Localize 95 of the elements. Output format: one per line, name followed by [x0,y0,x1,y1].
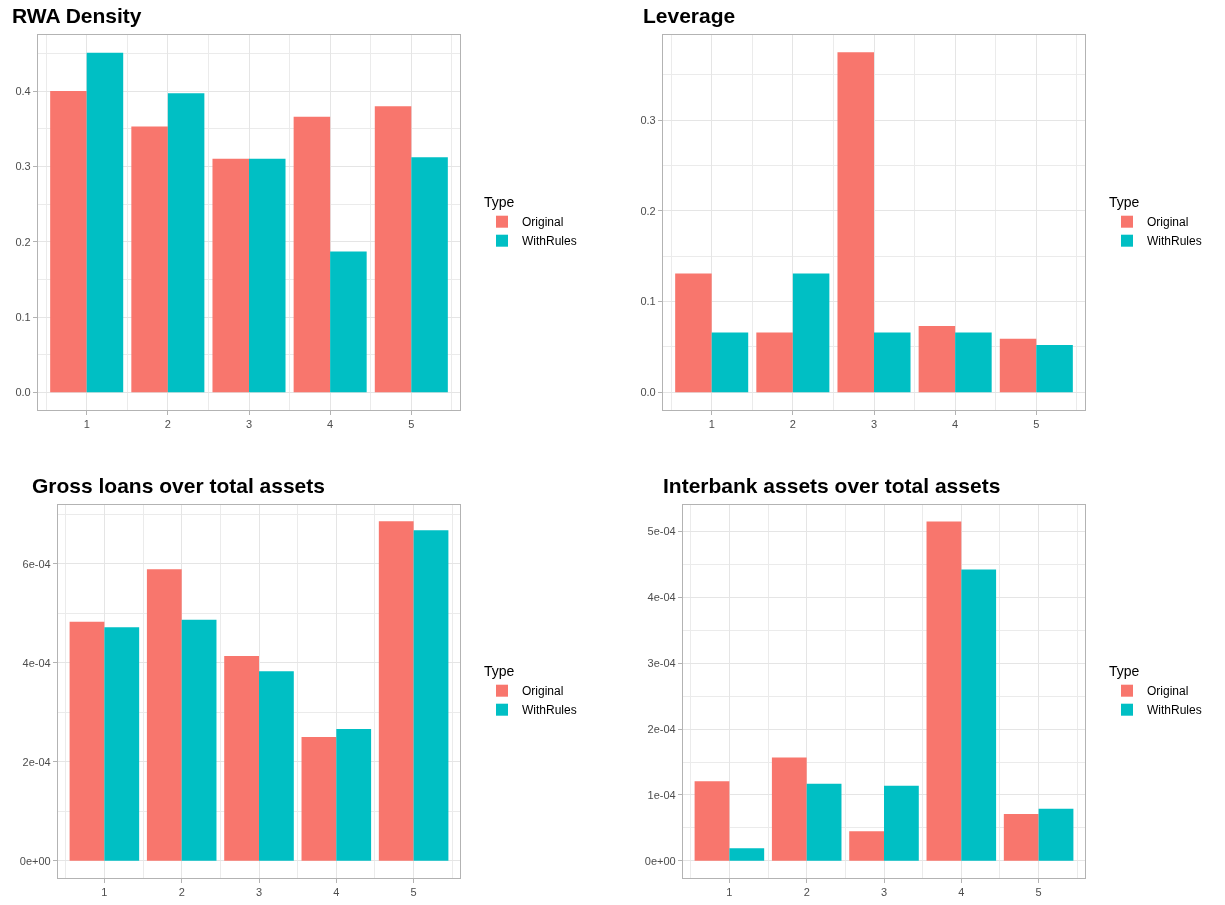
bar [955,332,992,393]
bar [1003,814,1039,861]
y-tick-label: 0.0 [15,386,31,399]
legend-title: Type [1109,194,1140,211]
bar [301,737,337,861]
y-tick-label: 6e-04 [22,557,51,570]
x-tick-label: 4 [333,886,340,899]
bar [918,326,956,393]
bar [413,530,449,861]
y-tick-label: 0.1 [640,295,656,308]
y-tick-label: 0.3 [15,160,31,173]
bar [675,273,712,393]
legend-label: WithRules [1147,234,1202,249]
bar [69,621,105,861]
y-tick-label: 0.4 [15,84,31,97]
y-tick-label: 0.1 [15,310,31,323]
bar [756,332,793,393]
bar [711,332,749,393]
bar [212,158,249,393]
bar [884,785,919,861]
y-tick-label: 0e+00 [19,854,51,867]
x-tick-label: 2 [803,886,810,899]
bar [330,251,367,393]
bar [1038,808,1074,861]
bar [771,757,807,861]
legend-label: WithRules [522,234,577,249]
x-tick-label: 4 [327,418,334,431]
x-tick-label: 5 [410,886,417,899]
chart-title: Leverage [643,4,736,27]
x-tick-label: 5 [1035,886,1042,899]
bar [50,91,87,393]
bar [104,627,140,861]
y-tick-label: 1e-04 [647,788,676,801]
y-tick-label: 5e-04 [647,525,676,538]
y-tick-label: 0.2 [15,235,31,248]
x-tick-label: 3 [255,886,263,899]
bar [224,655,259,861]
bar [806,783,842,861]
bar [961,569,997,861]
legend-label: Original [522,684,564,699]
bar [694,781,730,861]
y-tick-label: 2e-04 [647,722,676,735]
legend-title: Type [484,663,515,680]
x-tick-label: 1 [83,418,90,431]
bar [86,52,124,393]
bar [874,332,911,393]
bar [131,126,168,393]
x-tick-label: 3 [245,418,253,431]
bar [167,93,205,393]
bar [926,521,962,861]
y-tick-label: 4e-04 [22,656,51,669]
bar [411,157,448,393]
bar [1036,345,1073,393]
bar [792,273,830,393]
y-tick-label: 0.0 [640,386,656,399]
chart-title: Interbank assets over total assets [663,474,1001,497]
y-tick-label: 3e-04 [647,657,676,670]
bar [837,52,874,393]
legend-label: WithRules [522,703,577,718]
y-tick-label: 2e-04 [22,755,51,768]
y-tick-label: 0.2 [640,204,656,217]
legend-label: Original [522,215,564,230]
x-tick-label: 1 [708,418,715,431]
x-tick-label: 2 [789,418,796,431]
bar [293,116,331,393]
chart-title: Gross loans over total assets [32,474,325,497]
bar [336,729,372,861]
bar [259,671,294,861]
bar [378,521,414,861]
bar [729,848,765,861]
x-tick-label: 5 [408,418,415,431]
y-tick-label: 0e+00 [644,854,676,867]
x-tick-label: 2 [178,886,185,899]
x-tick-label: 3 [880,886,888,899]
chart-title: RWA Density [12,4,142,27]
bar [374,106,412,393]
bar [146,569,182,861]
x-tick-label: 3 [870,418,878,431]
x-tick-label: 4 [952,418,959,431]
bar [999,338,1037,393]
x-tick-label: 4 [958,886,965,899]
y-tick-label: 0.3 [640,114,656,127]
bar [181,619,217,861]
x-tick-label: 5 [1033,418,1040,431]
y-tick-label: 4e-04 [647,591,676,604]
x-tick-label: 1 [726,886,733,899]
legend-title: Type [1109,663,1140,680]
x-tick-label: 2 [164,418,171,431]
legend-label: Original [1147,684,1189,699]
bar [249,158,286,393]
legend-label: Original [1147,215,1189,230]
bar [849,831,884,861]
legend-title: Type [484,194,515,211]
x-tick-label: 1 [101,886,108,899]
legend-label: WithRules [1147,703,1202,718]
